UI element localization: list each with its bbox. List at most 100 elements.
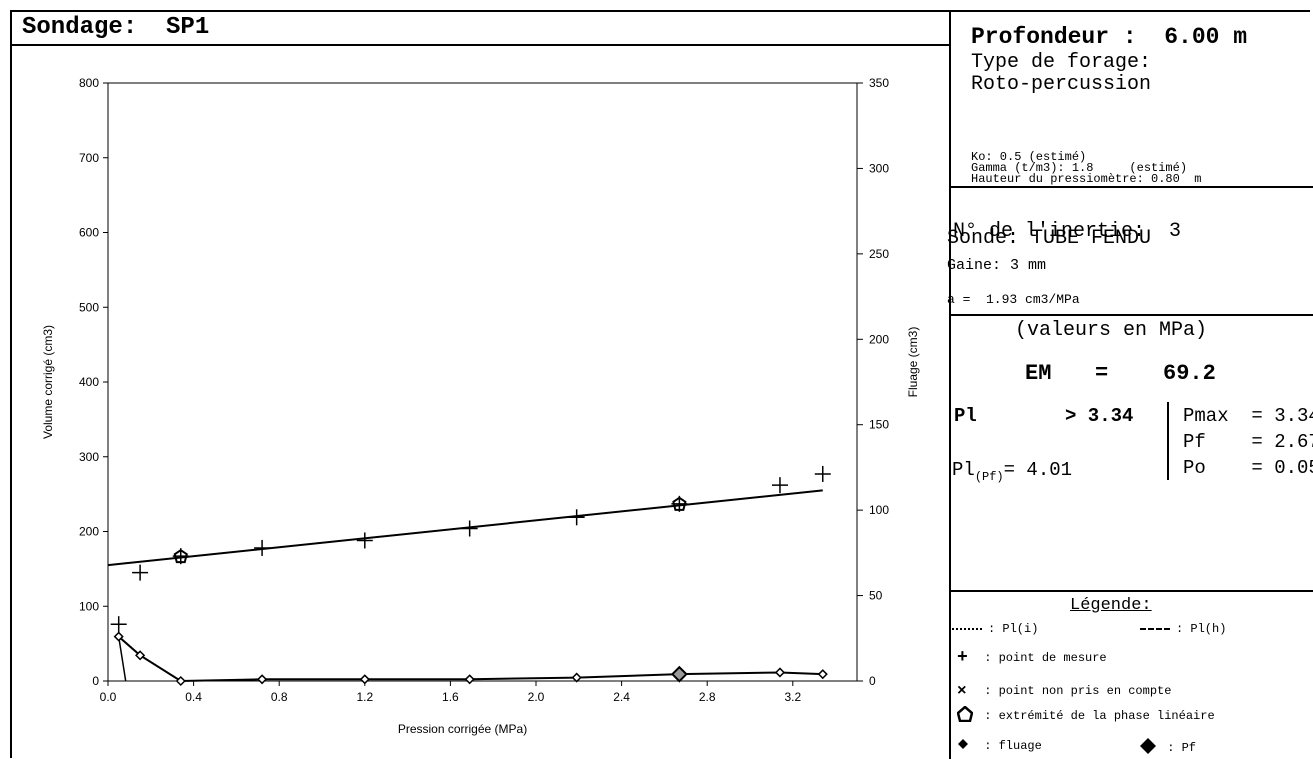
pentagon-icon (956, 705, 977, 726)
y2-tick-label: 350 (869, 76, 889, 90)
x-tick-label: 1.2 (356, 690, 373, 704)
legend-fluage-text: : fluage (984, 739, 1042, 754)
depth-line: Profondeur : 6.00 m (971, 24, 1247, 50)
gamma-text: Gamma (t/m3): 1.8 (estimé) (971, 161, 1188, 175)
y2-tick-label: 250 (869, 247, 889, 261)
fluage-point (774, 667, 786, 678)
panel-divider (949, 10, 951, 759)
y-tick-label: 500 (79, 300, 99, 314)
y-tick-label: 700 (79, 151, 99, 165)
y-tick-label: 600 (79, 226, 99, 240)
y-tick-label: 800 (79, 76, 99, 90)
y-tick-label: 400 (79, 375, 99, 389)
y-tick-label: 200 (79, 525, 99, 539)
legend-non-pris-text: : point non pris en compte (984, 684, 1172, 699)
y2-tick-label: 150 (869, 418, 889, 432)
legend-pl-i-text: : Pl(i) (988, 622, 1039, 636)
units-text: (valeurs en MPa) (1015, 319, 1208, 342)
legend-extremite: : extrémité de la phase linéaire (956, 705, 1215, 726)
x-tick-label: 3.2 (784, 690, 801, 704)
pl-pf-sub: (Pf) (974, 469, 1004, 484)
em-value: 69.2 (1163, 361, 1216, 386)
po-text: Po = 0.05 (1183, 457, 1313, 479)
em-label: EM (1025, 361, 1052, 386)
small-diamond-icon (957, 738, 977, 754)
dotted-line-icon (952, 627, 982, 630)
divider-2 (949, 314, 1313, 316)
dashed-line-icon (1140, 627, 1170, 630)
fluage-point (175, 675, 186, 687)
x-tick-label: 0.0 (100, 690, 117, 704)
drill-type-label: Type de forage: (971, 51, 1152, 74)
y-tick-label: 300 (79, 450, 99, 464)
fluage-point (257, 674, 268, 685)
depth-label: Profondeur : (971, 24, 1137, 50)
pf-point (670, 665, 688, 683)
a-value-text: a = 1.93 cm3/MPa (947, 292, 1080, 307)
pl-pf-line: Pl(Pf)= 4.01 (952, 459, 1072, 484)
pf-text: Pf = 2.67 (1183, 431, 1313, 453)
y-tick-label: 0 (92, 674, 99, 688)
legend-mesure-text: : point de mesure (984, 651, 1107, 666)
fluage-point (571, 672, 582, 683)
sondage-title: Sondage: SP1 (22, 14, 209, 41)
legend-title: Légende: (1070, 596, 1152, 615)
fluage-start-line (117, 636, 127, 682)
cross-icon: × (957, 682, 967, 700)
legend-pl-i: : Pl(i) (952, 622, 1038, 636)
y2-tick-label: 100 (869, 503, 889, 517)
pl-value: > 3.34 (1065, 405, 1134, 427)
x-tick-label: 0.8 (271, 690, 288, 704)
y2-tick-label: 300 (869, 161, 889, 175)
x-tick-label: 2.0 (528, 690, 545, 704)
legend-non-pris: × : point non pris en compte (957, 682, 1171, 700)
fluage-point (464, 674, 475, 685)
pl-pf-value: = 4.01 (1003, 459, 1073, 481)
pressuremeter-chart: 0 100 200 300 400 500 600 700 800 0 50 100 150 200 250… (41, 76, 920, 736)
x-tick-label: 2.8 (699, 690, 716, 704)
large-diamond-icon (1140, 738, 1160, 758)
y2-axis-label: Fluage (cm3) (906, 327, 920, 398)
report-frame (10, 10, 1310, 758)
legend-mesure: + : point de mesure (957, 648, 1107, 668)
drill-type-value: Roto-percussion (971, 73, 1152, 96)
em-equals: = (1095, 361, 1109, 386)
fluage-point (113, 631, 124, 642)
ko-text: Ko: 0.5 (estimé) (971, 150, 1087, 164)
plus-icon: + (957, 648, 968, 668)
y-axis-label: Volume corrigé (cm3) (41, 325, 55, 439)
legend-pf: : Pf (1140, 738, 1196, 758)
legend-pl-h: : Pl(h) (1140, 622, 1226, 636)
height-text: Hauteur du pressiomètre: 0.80 m (971, 172, 1202, 186)
y-tick-label: 100 (79, 599, 99, 613)
x-tick-label: 2.4 (613, 690, 630, 704)
y2-tick-label: 50 (869, 589, 883, 603)
depth-value: 6.00 m (1164, 24, 1248, 50)
fluage-line (118, 635, 823, 683)
title-bar (10, 10, 950, 46)
fluage-point (817, 669, 828, 680)
legend-extremite-text: : extrémité de la phase linéaire (984, 709, 1215, 724)
sondage-label: Sondage: (22, 14, 138, 41)
pmax-text: Pmax = 3.34 (1183, 405, 1313, 427)
pl-pf-label: Pl (952, 459, 975, 481)
legend-fluage: : fluage (957, 738, 1042, 754)
divider-3 (949, 590, 1313, 592)
x-axis-label: Pression corrigée (MPa) (398, 722, 527, 736)
legend-pl-h-text: : Pl(h) (1176, 622, 1227, 636)
pl-separator (1167, 402, 1169, 480)
x-tick-label: 0.4 (185, 690, 202, 704)
sheath-text: Gaine: 3 mm (947, 257, 1047, 274)
pl-label: Pl (954, 405, 977, 427)
inertia-text: N° de l'inertie: 3 (953, 220, 1182, 243)
fluage-point (359, 674, 370, 685)
legend-pf-text: : Pf (1167, 741, 1197, 756)
y2-tick-label: 0 (869, 674, 876, 688)
probe-text: Sonde: TUBE FENDU (947, 227, 1152, 250)
divider-1 (949, 186, 1313, 188)
fluage-point (135, 650, 146, 661)
plot-area (107, 82, 858, 682)
y2-tick-label: 200 (869, 332, 889, 346)
x-tick-label: 1.6 (442, 690, 459, 704)
sondage-value: SP1 (166, 14, 210, 41)
